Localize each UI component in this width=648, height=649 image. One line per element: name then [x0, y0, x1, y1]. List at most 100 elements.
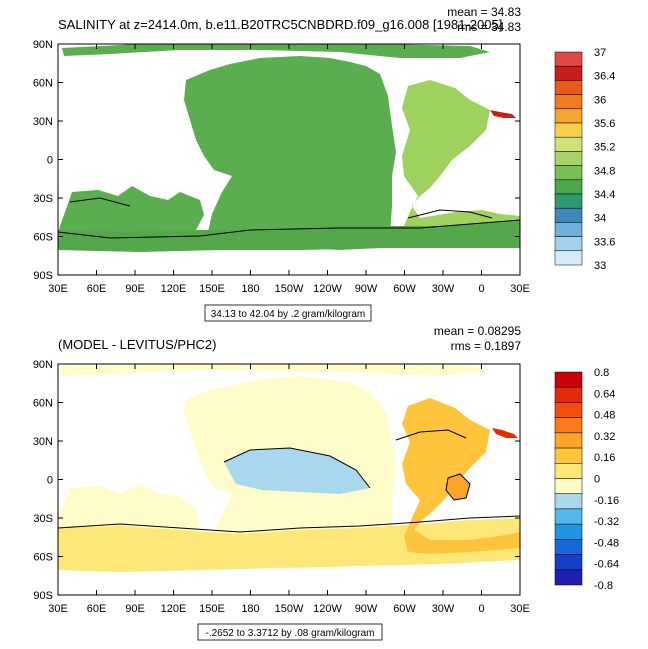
y-tick-label: 90S: [33, 270, 53, 282]
colorbar-label: 34.8: [594, 165, 615, 177]
colorbar-swatch: [554, 463, 583, 479]
y-tick-label: 60S: [33, 552, 53, 564]
colorbar-label: 36.4: [594, 71, 615, 83]
colorbar-swatch: [554, 402, 583, 418]
colorbar-swatch: [554, 236, 583, 252]
x-tick-label: 0: [478, 283, 484, 295]
ocean-fill-mediterranean: [490, 110, 516, 118]
colorbar-label: -0.8: [594, 580, 613, 592]
rms-stat: rms = 0.1897: [451, 339, 522, 353]
colorbar-swatch: [554, 222, 583, 237]
y-tick-label: 90N: [33, 359, 53, 371]
x-tick-label: 30E: [510, 283, 530, 295]
ocean-fill-arctic: [62, 364, 490, 376]
x-tick-label: 120E: [161, 603, 187, 615]
contour-line: [407, 209, 493, 219]
y-tick-label: 60N: [33, 78, 53, 90]
colorbar-swatch: [554, 386, 583, 403]
colorbar-swatch: [554, 493, 583, 510]
colorbar-label: 0.64: [594, 388, 615, 400]
axis-ticks: 30E 60E 90E 120E 150E 180 150W 120W 90W 60W 30W 0 30…: [33, 359, 530, 615]
y-tick-label: 30N: [33, 436, 53, 448]
colorbar-swatch: [554, 179, 583, 195]
colorbar-label: 0: [594, 474, 600, 486]
colorbar-swatch: [554, 80, 583, 95]
colorbar-swatch: [554, 122, 583, 138]
x-tick-label: 30E: [48, 603, 68, 615]
x-tick-label: 0: [478, 603, 484, 615]
colorbar-label: 34.4: [594, 189, 615, 201]
colorbar-swatch: [554, 508, 583, 525]
x-tick-label: 120W: [313, 603, 342, 615]
colorbar: 0.8 0.64 0.48 0.32 0.16 0 -0.16 -0.32 -0.48 -0.64…: [554, 367, 619, 592]
mean-stat: mean = 0.08295: [434, 324, 521, 338]
contour-info: -.2652 to 3.3712 by .08 gram/kilogram: [206, 628, 375, 639]
colorbar-label: 35.2: [594, 142, 615, 154]
contour-line: [69, 197, 131, 207]
colorbar-swatch: [554, 554, 583, 571]
colorbar-label: -0.64: [594, 559, 619, 571]
ocean-fill-mediterranean: [492, 428, 518, 438]
colorbar-label: -0.16: [594, 495, 619, 507]
x-tick-label: 120E: [161, 283, 187, 295]
x-tick-label: 150W: [275, 603, 304, 615]
colorbar-swatch: [554, 432, 583, 449]
x-tick-label: 30W: [432, 603, 455, 615]
colorbar-label: 36: [594, 94, 606, 106]
colorbar-swatch: [554, 250, 583, 266]
contour-line: [57, 515, 521, 533]
colorbar-swatch: [554, 51, 583, 67]
colorbar-swatch: [554, 151, 583, 166]
rms-stat: rms = 34.83: [457, 20, 521, 34]
colorbar-swatch: [554, 108, 583, 124]
colorbar-swatch: [554, 165, 583, 181]
positive-anomaly-region: [446, 474, 470, 500]
ocean-fill-pacific: [184, 56, 396, 250]
y-tick-label: 90N: [33, 39, 53, 51]
contour-line: [57, 219, 521, 239]
y-tick-label: 60N: [33, 398, 53, 410]
x-tick-label: 150W: [275, 283, 304, 295]
colorbar-label: 35.6: [594, 118, 615, 130]
map-plot: [57, 44, 521, 275]
colorbar-swatch: [554, 65, 583, 81]
negative-anomaly-region: [224, 448, 370, 494]
x-tick-label: 180: [241, 603, 259, 615]
colorbar-label: 37: [594, 47, 606, 59]
colorbar: 37 36.4 36 35.6 35.2 34.8 34.4 34 33.6 33: [554, 47, 615, 272]
ocean-fill-arctic: [62, 44, 490, 58]
panel-title: SALINITY at z=2414.0m, b.e11.B20TRC5CNBD…: [58, 17, 502, 32]
axis-ticks: 30E 60E 90E 120E 150E 180 150W 120W 90W 60W 30W 0 30…: [33, 39, 530, 295]
colorbar-label: 34: [594, 213, 606, 225]
colorbar-swatch: [554, 417, 583, 434]
colorbar-label: 0.16: [594, 452, 615, 464]
colorbar-swatch: [554, 539, 583, 555]
x-tick-label: 60E: [87, 603, 107, 615]
x-tick-label: 30E: [48, 283, 68, 295]
contour-line: [223, 447, 371, 489]
contour-line: [395, 429, 467, 441]
x-tick-label: 60W: [393, 603, 416, 615]
panel-salinity: SALINITY at z=2414.0m, b.e11.B20TRC5CNBD…: [33, 5, 615, 322]
x-tick-label: 180: [241, 283, 259, 295]
x-tick-label: 120W: [313, 283, 342, 295]
x-tick-label: 90E: [125, 283, 145, 295]
colorbar-label: -0.32: [594, 516, 619, 528]
x-tick-label: 90W: [355, 603, 378, 615]
colorbar-label: 0.48: [594, 410, 615, 422]
y-tick-label: 30S: [33, 193, 53, 205]
map-plot: [57, 364, 521, 595]
x-tick-label: 90W: [355, 283, 378, 295]
contour-info: 34.13 to 42.04 by .2 gram/kilogram: [211, 309, 366, 320]
y-tick-label: 0: [47, 475, 53, 487]
x-tick-label: 150E: [199, 603, 225, 615]
colorbar-swatch: [554, 371, 583, 388]
x-tick-label: 60W: [393, 283, 416, 295]
panel-title: (MODEL - LEVITUS/PHC2): [58, 337, 216, 352]
panel-difference: (MODEL - LEVITUS/PHC2) mean = 0.08295 rm…: [33, 324, 619, 641]
colorbar-label: 33.6: [594, 236, 615, 248]
colorbar-swatch: [554, 94, 583, 110]
x-tick-label: 150E: [199, 283, 225, 295]
colorbar-label: -0.48: [594, 537, 619, 549]
